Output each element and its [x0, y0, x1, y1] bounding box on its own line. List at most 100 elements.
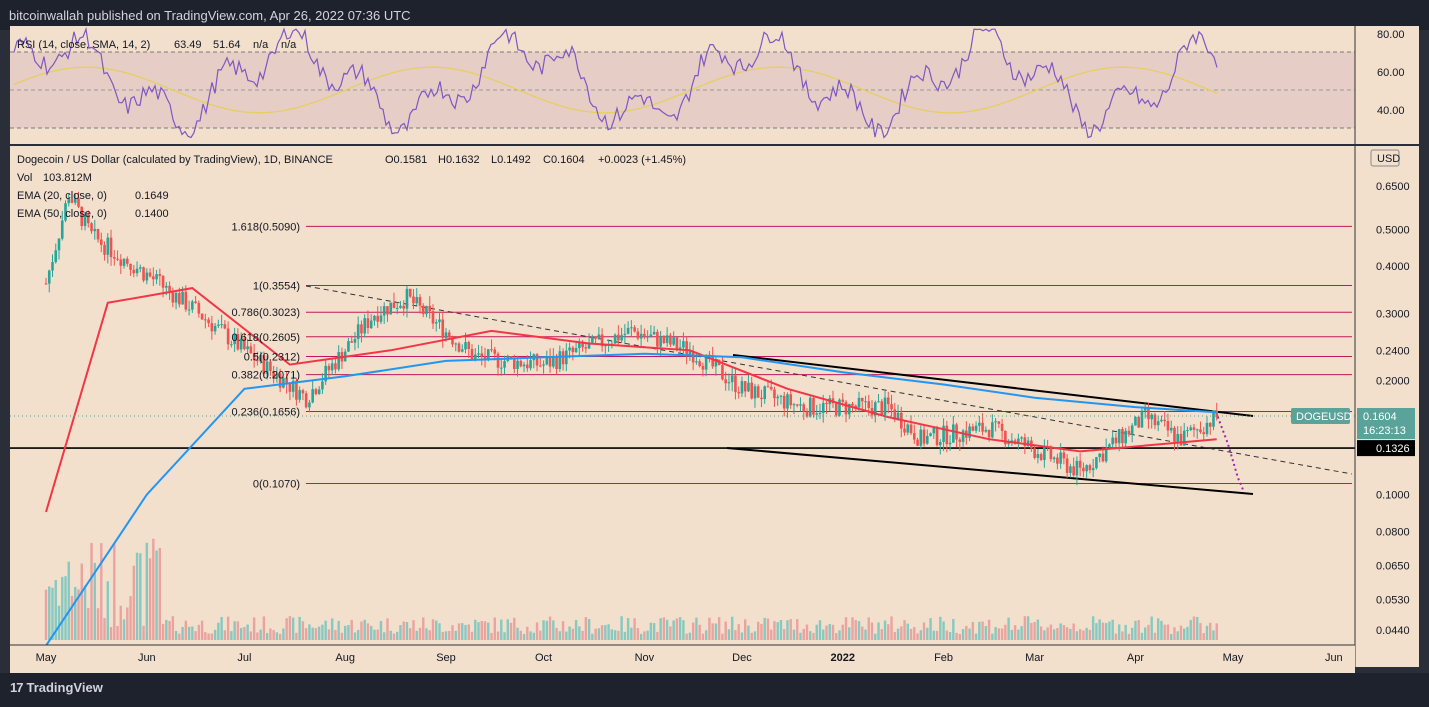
- volume-bar: [812, 632, 815, 640]
- rsi-axis: [1355, 26, 1419, 144]
- volume-bar: [444, 631, 448, 640]
- volume-bar: [945, 630, 949, 640]
- volume-bar: [730, 616, 734, 640]
- symbol-tag-label: DOGEUSD: [1296, 411, 1352, 423]
- time-axis-label: Nov: [635, 652, 655, 664]
- volume-bar: [496, 631, 500, 640]
- candle-body: [952, 424, 955, 443]
- volume-bar: [506, 619, 509, 640]
- volume-bar: [304, 628, 308, 640]
- volume-bar: [334, 629, 337, 640]
- volume-bar: [1007, 617, 1010, 640]
- time-axis[interactable]: [10, 645, 1355, 673]
- candle-body: [165, 285, 168, 288]
- candle-body: [1153, 414, 1157, 426]
- rsi-legend-name: RSI (14, close, SMA, 14, 2): [17, 39, 150, 51]
- candle-body: [857, 397, 861, 408]
- candle-body: [1104, 447, 1108, 462]
- candle-body: [496, 353, 500, 368]
- volume-bar: [1075, 631, 1079, 640]
- volume-bar: [236, 621, 240, 640]
- volume-bar: [454, 630, 457, 640]
- volume-bar: [1059, 623, 1062, 640]
- volume-bar: [402, 621, 405, 640]
- candle-body: [67, 199, 71, 204]
- candle-body: [597, 334, 601, 339]
- time-axis-label: Apr: [1127, 652, 1144, 664]
- volume-bar: [1030, 622, 1033, 640]
- volume-bar: [412, 620, 415, 640]
- volume-bar: [1153, 632, 1157, 640]
- candle-body: [249, 346, 253, 354]
- price-axis[interactable]: [1355, 146, 1419, 667]
- volume-bar: [783, 629, 786, 640]
- volume-bar: [1183, 628, 1186, 640]
- currency-button[interactable]: [1370, 149, 1400, 167]
- candle-body: [1208, 422, 1212, 427]
- candle-body: [737, 392, 740, 394]
- volume-bar: [256, 632, 259, 640]
- volume-bar: [57, 605, 61, 640]
- volume-bar: [363, 619, 366, 640]
- volume-bar: [155, 550, 158, 640]
- volume-bar: [743, 619, 747, 640]
- candle-body: [675, 337, 679, 349]
- volume-bar: [113, 543, 116, 640]
- candle-body: [1023, 437, 1027, 446]
- volume-bar: [44, 589, 48, 640]
- volume-bar: [825, 625, 828, 640]
- volume-bar: [1170, 633, 1173, 640]
- volume-bar: [96, 608, 100, 640]
- tradingview-logo[interactable]: 17 TradingView: [10, 680, 103, 695]
- fib-levels: [306, 225, 1352, 484]
- vol-legend-label: Vol: [17, 172, 32, 184]
- candle-body: [643, 333, 646, 337]
- price-tick-label: 0.0650: [1376, 561, 1410, 573]
- volume-bar: [1000, 628, 1004, 640]
- candle-body: [779, 395, 783, 397]
- volume-bar: [311, 627, 314, 640]
- candle-body: [587, 342, 591, 349]
- volume-bar: [93, 562, 96, 640]
- candle-body: [139, 267, 142, 269]
- rsi-legend-value: 63.49: [174, 39, 202, 51]
- candle-body: [669, 335, 672, 345]
- volume-bar: [861, 626, 864, 640]
- candle-body: [73, 198, 77, 203]
- candle-body: [112, 257, 116, 259]
- candle-body: [382, 306, 386, 316]
- volume-bar: [542, 620, 545, 640]
- candle-body: [1189, 427, 1193, 431]
- candle-body: [220, 324, 223, 326]
- candle-body: [890, 404, 893, 410]
- volume-bar: [607, 624, 610, 640]
- volume-bar: [1157, 618, 1160, 640]
- volume-bar: [197, 624, 201, 640]
- candle-body: [678, 347, 682, 349]
- candle-body: [1160, 419, 1163, 422]
- candle-body: [152, 276, 155, 280]
- volume-bar: [568, 626, 571, 640]
- candle-body: [460, 349, 464, 352]
- volume-bar: [70, 595, 74, 640]
- rsi-legend-na2: n/a: [281, 39, 297, 51]
- volume-bar: [516, 627, 519, 640]
- candle-body: [815, 413, 819, 415]
- volume-bar: [649, 622, 653, 640]
- candle-body: [1205, 422, 1209, 435]
- chart-canvas[interactable]: RSI (14, close, SMA, 14, 2) 63.49 51.64 …: [0, 26, 1429, 673]
- candle-body: [792, 404, 796, 406]
- candle-body: [724, 379, 727, 384]
- candle-body: [1176, 433, 1180, 442]
- candle-body: [174, 292, 178, 303]
- volume-bar: [513, 617, 516, 640]
- volume-bar: [90, 542, 93, 640]
- candle-body: [854, 405, 858, 408]
- volume-bar: [464, 624, 467, 640]
- candle-body: [574, 348, 578, 353]
- candle-body: [379, 315, 383, 322]
- volume-bar: [158, 547, 162, 640]
- candle-body: [799, 404, 802, 406]
- candle-body: [626, 327, 630, 334]
- volume-bar: [145, 542, 149, 640]
